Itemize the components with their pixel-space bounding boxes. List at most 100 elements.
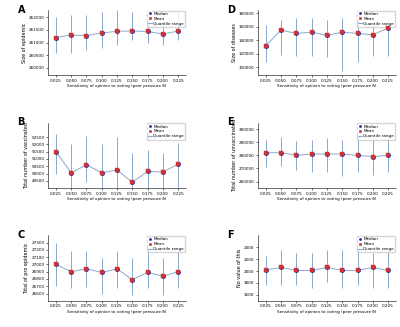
Mean	[263, 267, 269, 272]
Mean	[129, 28, 136, 34]
Mean	[293, 31, 300, 36]
Text: E: E	[228, 117, 234, 127]
Median	[278, 265, 284, 270]
Median	[98, 170, 105, 175]
Mean	[370, 154, 376, 159]
Mean	[263, 43, 269, 48]
Median	[98, 30, 105, 36]
Mean	[354, 268, 361, 273]
Text: C: C	[18, 230, 25, 240]
Y-axis label: Size of diseases: Size of diseases	[232, 23, 237, 62]
Median	[160, 31, 166, 37]
X-axis label: Sensitivity of opinion to voting (peer pressure δ): Sensitivity of opinion to voting (peer p…	[277, 84, 377, 88]
Mean	[370, 265, 376, 270]
Legend: Median, Mean, Quantile range: Median, Mean, Quantile range	[147, 11, 185, 27]
Mean	[144, 29, 151, 34]
Mean	[160, 31, 166, 37]
X-axis label: Sensitivity of opinion to voting (peer pressure δ): Sensitivity of opinion to voting (peer p…	[67, 197, 167, 201]
Y-axis label: Total number of unvaccinated: Total number of unvaccinated	[232, 119, 236, 192]
Mean	[385, 26, 391, 31]
Median	[114, 266, 120, 271]
Text: B: B	[18, 117, 25, 127]
Median	[53, 149, 59, 154]
Mean	[370, 32, 376, 37]
Mean	[175, 28, 181, 34]
Mean	[144, 169, 151, 174]
Median	[68, 269, 74, 274]
Mean	[278, 265, 284, 270]
Median	[370, 154, 376, 159]
Y-axis label: Total number of vaccinated: Total number of vaccinated	[24, 122, 29, 189]
Median	[385, 26, 391, 31]
Legend: Median, Mean, Quantile range: Median, Mean, Quantile range	[357, 123, 395, 140]
Mean	[324, 265, 330, 270]
Median	[385, 153, 391, 158]
Mean	[385, 153, 391, 158]
Mean	[114, 266, 120, 271]
Median	[339, 29, 346, 35]
Median	[144, 29, 151, 34]
Median	[354, 153, 361, 158]
Y-axis label: No value of this: No value of this	[237, 249, 242, 287]
Mean	[160, 169, 166, 175]
Median	[339, 151, 346, 157]
Y-axis label: Size of epidemic: Size of epidemic	[22, 22, 27, 63]
Mean	[114, 167, 120, 173]
X-axis label: Sensitivity of opinion to voting (peer pressure δ): Sensitivity of opinion to voting (peer p…	[67, 310, 167, 314]
Mean	[98, 30, 105, 36]
Mean	[308, 151, 315, 157]
Median	[263, 43, 269, 48]
Median	[83, 266, 90, 271]
Median	[83, 33, 90, 38]
Mean	[175, 269, 181, 274]
Mean	[68, 269, 74, 274]
Mean	[308, 29, 315, 35]
X-axis label: Sensitivity of opinion to voting (peer pressure δ): Sensitivity of opinion to voting (peer p…	[277, 310, 377, 314]
Median	[308, 151, 315, 157]
Mean	[339, 151, 346, 157]
Median	[385, 268, 391, 273]
Median	[98, 270, 105, 275]
Mean	[339, 268, 346, 273]
Median	[144, 169, 151, 174]
Mean	[98, 170, 105, 175]
Median	[83, 162, 90, 167]
Mean	[293, 268, 300, 273]
Mean	[160, 273, 166, 279]
Median	[114, 167, 120, 173]
Mean	[53, 35, 59, 40]
Mean	[83, 266, 90, 271]
Median	[308, 29, 315, 35]
Median	[293, 31, 300, 36]
Median	[278, 27, 284, 33]
Mean	[339, 29, 346, 35]
Mean	[278, 27, 284, 33]
Median	[263, 150, 269, 155]
Legend: Median, Mean, Quantile range: Median, Mean, Quantile range	[147, 123, 185, 140]
Median	[129, 277, 136, 282]
Mean	[278, 150, 284, 155]
X-axis label: Sensitivity of opinion to voting (peer pressure δ): Sensitivity of opinion to voting (peer p…	[67, 84, 167, 88]
Median	[53, 262, 59, 267]
Mean	[68, 32, 74, 38]
Mean	[83, 162, 90, 167]
Median	[354, 31, 361, 36]
Mean	[308, 268, 315, 273]
Median	[339, 268, 346, 273]
Median	[68, 170, 74, 175]
Median	[278, 150, 284, 155]
Text: F: F	[228, 230, 234, 240]
Mean	[263, 150, 269, 155]
Median	[160, 273, 166, 279]
Mean	[324, 151, 330, 157]
X-axis label: Sensitivity of opinion to voting (peer pressure δ): Sensitivity of opinion to voting (peer p…	[277, 197, 377, 201]
Median	[175, 269, 181, 274]
Legend: Median, Mean, Quantile range: Median, Mean, Quantile range	[357, 236, 395, 252]
Median	[324, 151, 330, 157]
Mean	[98, 270, 105, 275]
Median	[370, 32, 376, 37]
Mean	[144, 270, 151, 275]
Median	[354, 268, 361, 273]
Median	[144, 270, 151, 275]
Mean	[68, 170, 74, 175]
